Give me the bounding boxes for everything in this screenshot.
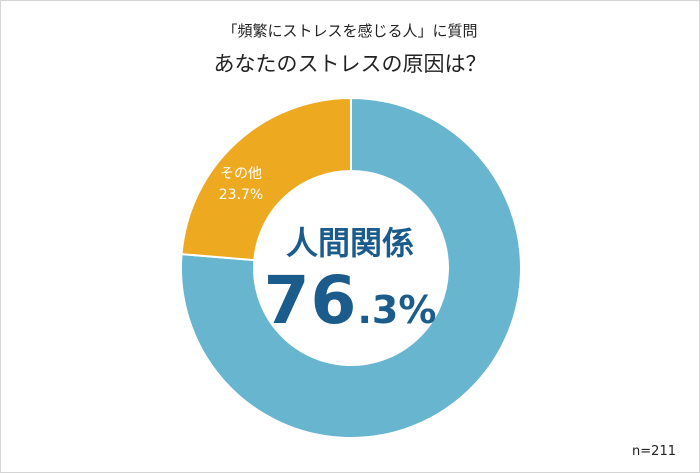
sample-size: n=211 [632, 444, 676, 459]
chart-subtitle: あなたのストレスの原因は？ [213, 52, 487, 76]
donut-slice-human-relations [180, 96, 522, 439]
slice-label-other-name: その他 [220, 166, 262, 182]
slice-label-other-value: 23.7% [218, 187, 264, 203]
slice-label-other: その他 23.7% [196, 164, 286, 206]
donut-slice-other [180, 96, 352, 262]
center-percentage-decimal: .3% [357, 288, 437, 332]
center-category-label: 人間関係 [285, 224, 414, 262]
center-percentage: 76.3% [240, 262, 460, 339]
center-percentage-integer: 76 [263, 262, 358, 339]
chart-title: 「頻繁にストレスを感じる人」に質問 [222, 22, 478, 40]
